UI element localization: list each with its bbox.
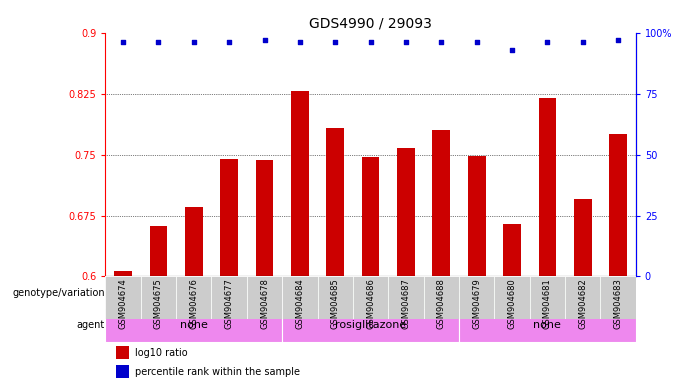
Text: GSM904684: GSM904684: [295, 279, 305, 329]
Text: GSM904679: GSM904679: [472, 279, 481, 329]
Bar: [397, 148, 415, 276]
Point: [330, 39, 341, 45]
Text: GSM904676: GSM904676: [189, 279, 199, 329]
Text: none: none: [534, 320, 561, 331]
Bar: [256, 160, 273, 276]
Text: GSM904674: GSM904674: [118, 279, 128, 329]
Point: [365, 39, 376, 45]
Bar: [362, 157, 379, 276]
Bar: [574, 199, 592, 276]
Text: percentile rank within the sample: percentile rank within the sample: [135, 367, 300, 377]
Text: none: none: [180, 320, 207, 331]
Bar: [609, 134, 627, 276]
Bar: [150, 226, 167, 276]
Point: [188, 39, 199, 45]
Bar: [326, 128, 344, 276]
Bar: [105, 276, 141, 319]
Bar: [105, 276, 282, 309]
Bar: [291, 91, 309, 276]
Text: GSM904685: GSM904685: [330, 279, 340, 329]
Point: [507, 46, 517, 53]
Bar: [318, 276, 353, 319]
Bar: [459, 309, 636, 342]
Text: GSM904677: GSM904677: [224, 279, 234, 329]
Text: GSM904688: GSM904688: [437, 279, 446, 329]
Bar: [211, 276, 247, 319]
Bar: [116, 365, 129, 378]
Bar: [530, 276, 565, 319]
Bar: [539, 98, 556, 276]
Text: db/db: db/db: [443, 288, 475, 298]
Point: [118, 39, 129, 45]
Bar: [468, 156, 486, 276]
Bar: [105, 309, 282, 342]
Text: GSM904681: GSM904681: [543, 279, 552, 329]
Point: [153, 39, 164, 45]
Text: GSM904682: GSM904682: [578, 279, 588, 329]
Text: agent: agent: [76, 320, 105, 331]
Point: [294, 39, 305, 45]
Text: GSM904680: GSM904680: [507, 279, 517, 329]
Point: [613, 37, 624, 43]
Point: [401, 39, 411, 45]
Point: [436, 39, 447, 45]
Bar: [116, 346, 129, 359]
Bar: [185, 207, 203, 276]
Bar: [494, 276, 530, 319]
Bar: [282, 276, 318, 319]
Bar: [565, 276, 600, 319]
Bar: [141, 276, 176, 319]
Point: [471, 39, 482, 45]
Point: [259, 37, 270, 43]
Bar: [503, 225, 521, 276]
Bar: [282, 276, 636, 309]
Text: GSM904675: GSM904675: [154, 279, 163, 329]
Bar: [432, 130, 450, 276]
Point: [577, 39, 588, 45]
Title: GDS4990 / 29093: GDS4990 / 29093: [309, 16, 432, 30]
Text: log10 ratio: log10 ratio: [135, 348, 187, 358]
Bar: [282, 309, 459, 342]
Bar: [114, 271, 132, 276]
Text: GSM904686: GSM904686: [366, 279, 375, 329]
Text: db/+: db/+: [180, 288, 207, 298]
Point: [542, 39, 553, 45]
Bar: [247, 276, 282, 319]
Text: genotype/variation: genotype/variation: [12, 288, 105, 298]
Bar: [353, 276, 388, 319]
Text: GSM904678: GSM904678: [260, 279, 269, 329]
Bar: [176, 276, 211, 319]
Bar: [220, 159, 238, 276]
Bar: [459, 276, 494, 319]
Text: rosiglitazone: rosiglitazone: [335, 320, 406, 331]
Bar: [424, 276, 459, 319]
Text: GSM904687: GSM904687: [401, 279, 411, 329]
Bar: [388, 276, 424, 319]
Text: GSM904683: GSM904683: [613, 279, 623, 329]
Bar: [600, 276, 636, 319]
Point: [224, 39, 235, 45]
